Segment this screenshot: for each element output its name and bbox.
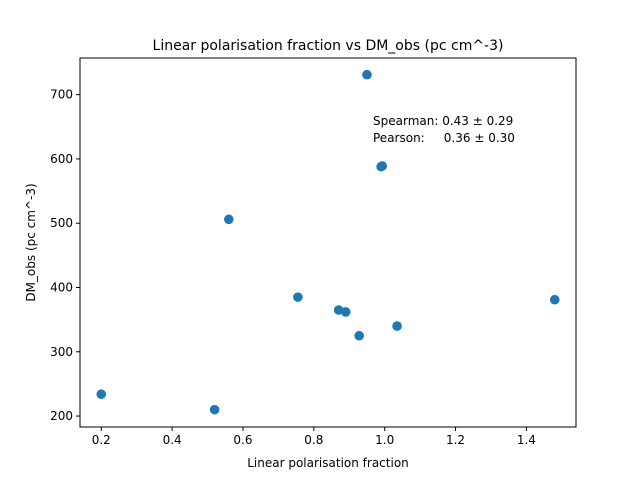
x-tick-label: 1.4 [517,433,536,447]
y-axis-ticks: 200 300 400 500 600 700 [50,88,80,423]
y-tick-label: 700 [50,88,73,102]
y-tick-label: 200 [50,409,73,423]
x-axis-ticks: 0.2 0.4 0.6 0.8 1.0 1.2 1.4 [92,427,536,447]
data-point [392,321,402,331]
chart-title: Linear polarisation fraction vs DM_obs (… [153,38,504,54]
data-point [96,389,107,400]
plot-frame [79,57,577,428]
annotation-pearson: Pearson: 0.36 ± 0.30 [373,131,515,145]
x-axis-label: Linear polarisation fraction [247,456,409,470]
scatter-points [96,69,560,415]
data-point [293,292,303,302]
x-tick-label: 0.6 [233,433,252,447]
data-point [340,307,351,317]
data-point [354,330,364,341]
data-point [362,69,372,80]
x-tick-label: 0.4 [163,433,182,447]
y-tick-label: 400 [50,281,73,295]
y-tick-label: 500 [50,216,73,230]
data-point [377,161,388,171]
data-point [209,404,220,415]
x-tick-label: 0.2 [92,433,111,447]
annotation-spearman: Spearman: 0.43 ± 0.29 [373,114,513,128]
x-tick-label: 1.0 [375,433,394,447]
data-point [549,294,560,305]
data-point [224,214,234,225]
x-tick-label: 0.8 [304,433,323,447]
x-tick-label: 1.2 [446,433,465,447]
y-tick-label: 600 [50,152,73,166]
y-axis-label: DM_obs (pc cm^-3) [24,183,38,301]
y-tick-label: 300 [50,345,73,359]
